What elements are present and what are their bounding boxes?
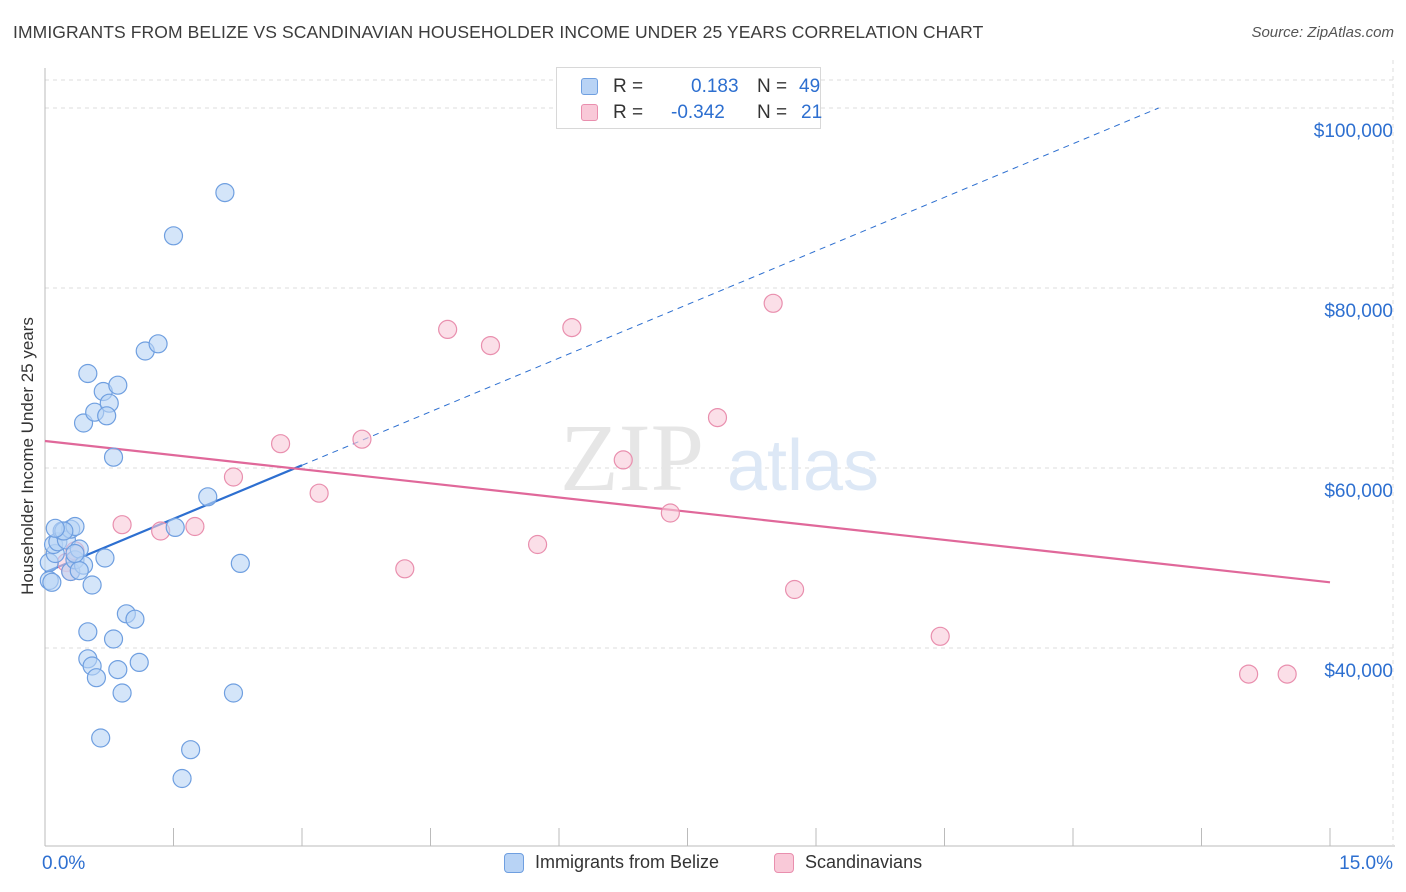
x-tick-label: 0.0%: [42, 853, 85, 874]
belize-point: [103, 629, 124, 649]
scandinavian-point: [562, 318, 582, 338]
belize-swatch: [581, 78, 598, 95]
axis-layer: [44, 60, 1395, 847]
y-tick-label: $80,000: [1324, 301, 1393, 322]
scandinavian-point: [112, 515, 132, 535]
scandinavian-point: [352, 429, 372, 449]
scandinavian-point: [527, 534, 548, 555]
legend-label-scandinavians: Scandinavians: [805, 852, 923, 872]
belize-point: [165, 517, 185, 538]
scandinavian-trend-line: [44, 439, 1331, 584]
belize-point: [112, 683, 132, 703]
belize-point: [148, 334, 168, 354]
legend-n-label: N =: [757, 76, 788, 97]
scandinavian-point: [763, 293, 783, 313]
scandinavian-point: [309, 483, 329, 503]
scandinavians-swatch: [581, 104, 598, 121]
trend-layer: [44, 107, 1331, 584]
scandinavian-point: [1277, 664, 1297, 684]
belize-point: [181, 740, 201, 760]
belize-point: [95, 548, 115, 568]
scandinavian-point: [660, 503, 680, 523]
scandinavian-point: [185, 516, 205, 537]
legend-n-label: N =: [757, 102, 788, 123]
scandinavian-point: [270, 434, 291, 454]
belize-point: [172, 768, 192, 789]
belize-point: [230, 553, 250, 574]
legend-r-value: 0.183: [691, 76, 739, 97]
source-credit: Source: ZipAtlas.com: [1251, 24, 1394, 41]
belize-point: [97, 406, 117, 426]
y-tick-label: $40,000: [1324, 661, 1393, 682]
chart-title: IMMIGRANTS FROM BELIZE VS SCANDINAVIAN H…: [13, 22, 984, 42]
watermark-atlas: atlas: [727, 426, 879, 506]
legend-r-label: R =: [613, 102, 644, 123]
scandinavian-point: [438, 319, 458, 339]
belize-point: [163, 226, 184, 246]
legend-r-label: R =: [613, 76, 644, 97]
belize-point: [78, 622, 98, 642]
belize-trend-extension: [301, 107, 1159, 466]
belize-point: [42, 572, 62, 592]
belize-swatch: [504, 853, 524, 873]
belize-point: [86, 668, 107, 688]
belize-point: [198, 487, 218, 507]
belize-point: [129, 652, 149, 673]
y-tick-label: $60,000: [1324, 481, 1393, 502]
tick-labels: $40,000 $60,000 $80,000 $100,000 0.0% 15.0%: [42, 121, 1393, 874]
belize-point: [45, 518, 65, 538]
scandinavians-swatch: [774, 853, 794, 873]
belize-point: [223, 683, 244, 703]
scandinavian-point: [613, 450, 633, 470]
belize-point: [82, 575, 102, 595]
correlation-legend: R = 0.183 N = 49 R = -0.342 N = 21: [556, 67, 823, 129]
x-tick-label: 15.0%: [1339, 853, 1393, 874]
belize-point: [69, 560, 89, 581]
legend-n-value: 49: [799, 76, 821, 97]
scandinavian-point: [1239, 664, 1259, 684]
belize-point: [91, 728, 111, 748]
belize-point: [125, 609, 145, 629]
y-tick-label: $100,000: [1314, 121, 1393, 142]
points-layer: [39, 183, 1297, 789]
scandinavian-point: [223, 467, 244, 487]
scandinavian-point: [395, 559, 415, 579]
watermark: ZIP atlas: [560, 404, 879, 511]
belize-point: [103, 447, 124, 467]
belize-point: [78, 363, 98, 384]
legend-n-value: 21: [801, 102, 823, 123]
scandinavian-point: [784, 579, 805, 600]
belize-point: [108, 375, 128, 395]
belize-point: [65, 543, 85, 564]
belize-point: [108, 659, 128, 680]
belize-point: [215, 183, 235, 203]
legend-label-belize: Immigrants from Belize: [535, 852, 720, 872]
scandinavian-point: [480, 336, 501, 356]
scandinavian-point: [930, 626, 950, 646]
scandinavian-point: [707, 408, 728, 428]
legend-r-value: -0.342: [671, 102, 725, 123]
